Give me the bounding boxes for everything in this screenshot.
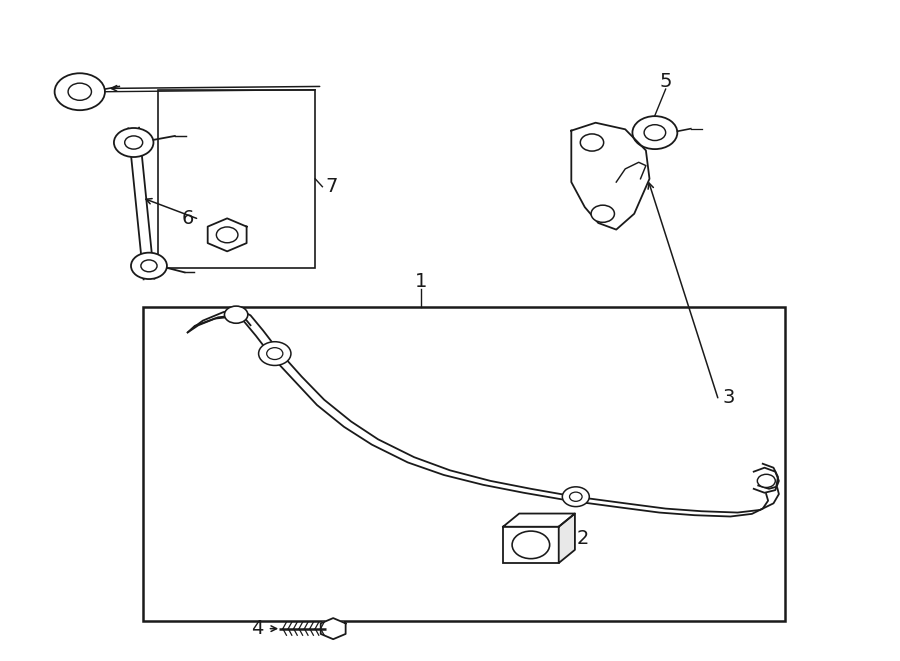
Circle shape [591, 205, 615, 222]
Polygon shape [753, 468, 778, 492]
Circle shape [55, 73, 105, 110]
Circle shape [68, 83, 92, 100]
Circle shape [258, 342, 291, 366]
Text: 1: 1 [415, 272, 428, 291]
Text: 5: 5 [660, 71, 672, 91]
Circle shape [757, 475, 775, 487]
Circle shape [562, 487, 590, 506]
Polygon shape [503, 514, 575, 527]
Circle shape [580, 134, 604, 151]
Circle shape [125, 136, 143, 149]
Polygon shape [559, 514, 575, 563]
Circle shape [570, 492, 582, 501]
Circle shape [644, 125, 666, 141]
Text: 7: 7 [325, 177, 338, 196]
Text: 6: 6 [182, 209, 194, 228]
Circle shape [141, 260, 158, 272]
Text: 3: 3 [723, 388, 734, 407]
Circle shape [266, 348, 283, 360]
Circle shape [216, 227, 238, 243]
Bar [143, 307, 785, 621]
Text: 4: 4 [250, 619, 263, 638]
Polygon shape [572, 123, 650, 229]
Circle shape [131, 253, 166, 279]
Circle shape [512, 531, 550, 559]
Bar [503, 527, 559, 563]
Polygon shape [208, 218, 247, 251]
Circle shape [633, 116, 678, 149]
Circle shape [224, 306, 248, 323]
Text: 2: 2 [577, 529, 590, 548]
Polygon shape [320, 618, 346, 639]
Circle shape [114, 128, 154, 157]
Bar [158, 90, 315, 268]
